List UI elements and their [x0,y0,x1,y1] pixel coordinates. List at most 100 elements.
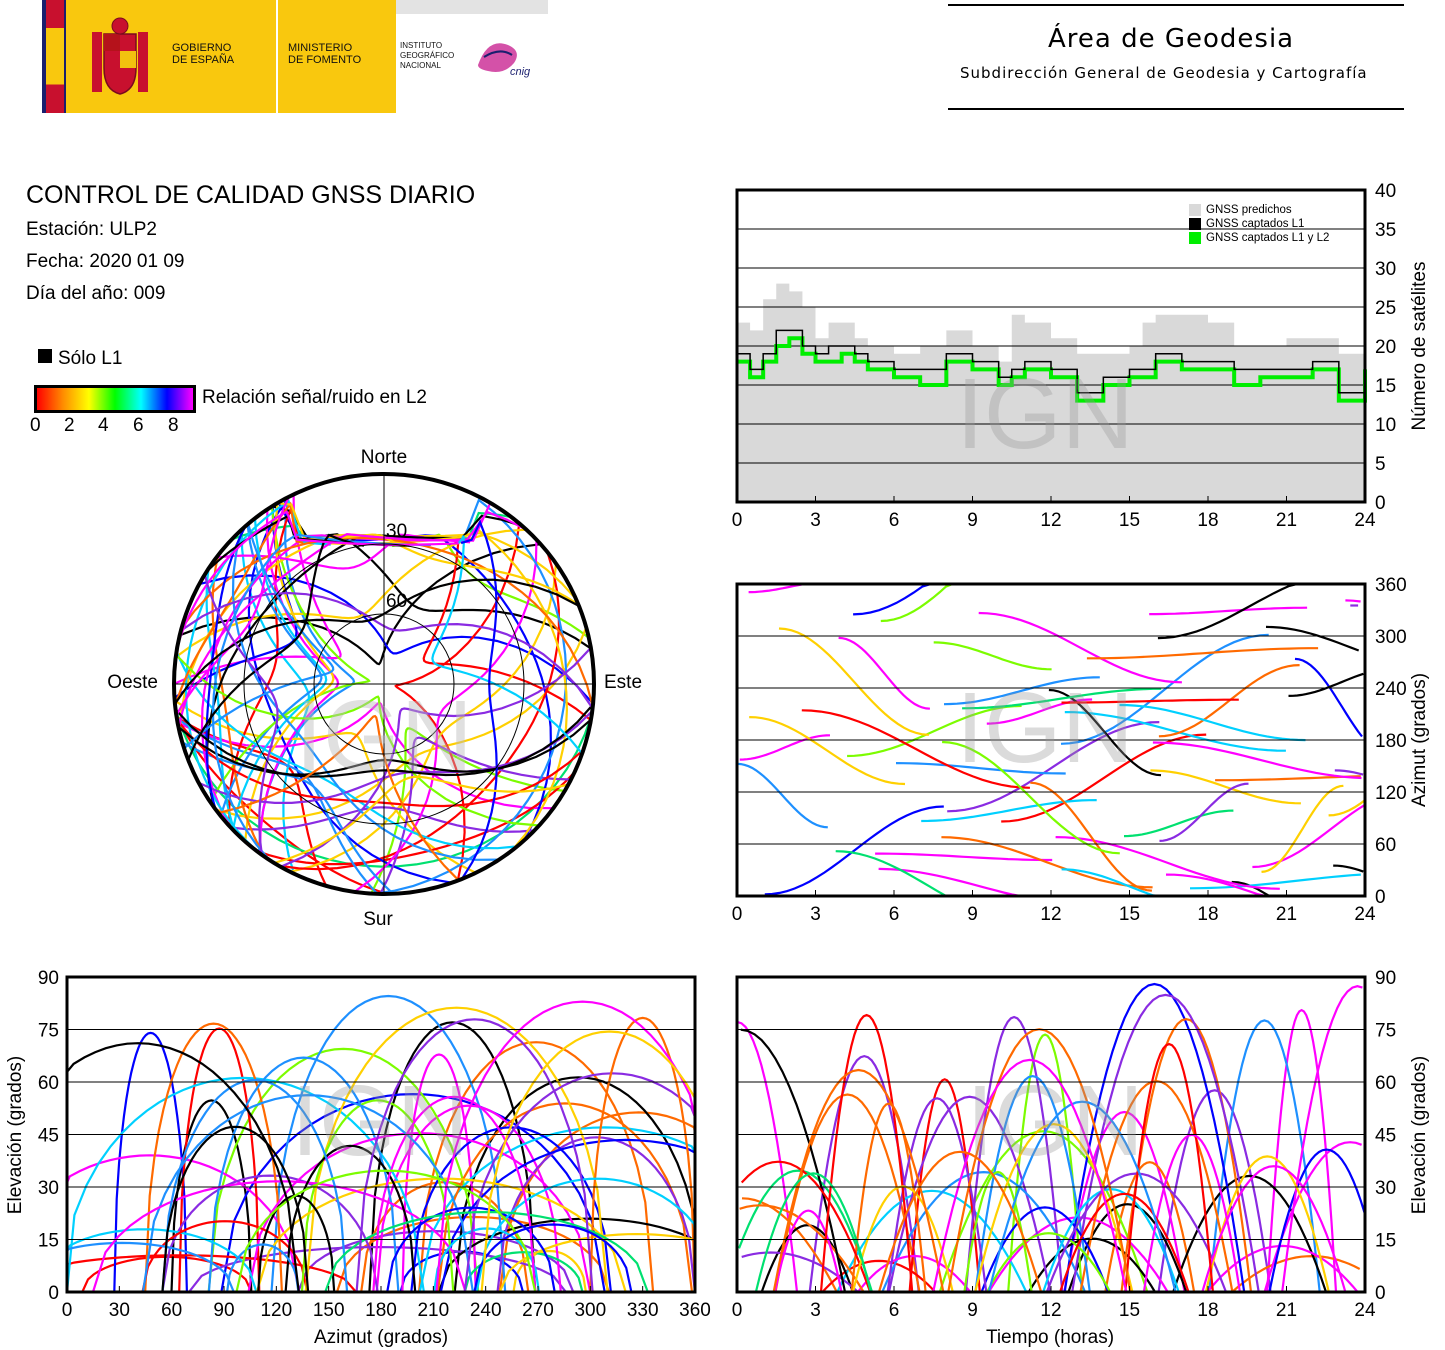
az-track [764,805,944,896]
sat-xtick: 12 [1040,510,1061,528]
elt-xtick: 15 [1119,1300,1140,1321]
elaz-track [284,1144,417,1293]
az-track [1149,606,1308,616]
skyplot-ring-label-30: 30 [386,521,407,542]
az-track [838,636,930,710]
elaz-track [304,1006,609,1293]
az-track [1030,781,1153,892]
ministerio-block: MINISTERIO DE FOMENTO [278,0,396,113]
sat-ytick: 40 [1375,181,1396,202]
station-label: Estación: ULP2 [26,219,157,240]
header-rule-top [948,4,1404,6]
skyplot-track [198,710,593,804]
elt-track [772,1068,945,1293]
elaz-ytick: 15 [38,1231,59,1252]
elt-ylabel: Elevación (grados) [1409,1056,1430,1214]
elaz-track [475,1177,697,1293]
cnig-logo-icon: cnig [478,43,531,78]
skyplot-track [374,498,568,895]
sat-ytick: 5 [1375,454,1386,475]
elaz-ylabel: Elevación (grados) [5,1056,26,1214]
skyplot-chart: IGN 30 60 Norte Sur Oeste Este [107,447,642,930]
skyplot-track [431,535,583,755]
skyplot-track [230,806,535,833]
elt-xtick: 21 [1276,1300,1297,1321]
az-track [801,709,1030,789]
skyplot-track [177,502,492,729]
sat-legend-swatch-l1l2 [1189,232,1201,244]
skyplot-track [273,775,569,865]
sat-xtick: 0 [732,510,743,528]
skyplot-track [183,523,335,750]
skyplot-track [211,554,266,858]
elt-track [974,1122,1134,1293]
elaz-tracks [65,994,697,1293]
az-track [878,867,1079,898]
gobierno-text: GOBIERNO DE ESPAÑA [172,42,235,66]
elt-track [1079,1079,1234,1293]
elt-track [881,1170,1087,1293]
elaz-watermark: IGN [291,1065,469,1177]
skyplot-track [203,574,279,856]
elaz-ytick: 0 [48,1283,59,1304]
elaz-xtick: 210 [417,1300,449,1321]
az-track [941,836,1153,889]
elaz-track [372,1095,537,1293]
elaz-frame [65,975,697,1294]
az-track [942,740,1120,855]
elt-ytick: 90 [1375,968,1396,989]
elaz-xtick: 330 [627,1300,659,1321]
az-track [1150,769,1301,805]
az-xtick: 12 [1040,904,1061,922]
flag-red [46,0,64,113]
elaz-xtick: 240 [470,1300,502,1321]
az-track [962,687,1162,710]
elt-track [986,1232,1112,1293]
elaz-track [375,1104,562,1293]
elt-track [987,1100,1177,1293]
elt-xtick: 12 [1040,1300,1061,1321]
sat-xtick: 15 [1119,510,1140,528]
elaz-xtick: 90 [213,1300,234,1321]
az-track [1119,703,1306,742]
az-ytick: 0 [1375,887,1386,908]
elaz-track [65,1076,425,1293]
elt-track [1263,1141,1362,1293]
satellites-chart: 0 5 10 15 20 25 30 35 40 0 3 6 9 12 15 18 21 24 IGN GNSS … [732,181,1430,528]
sat-xtick: 9 [967,510,978,528]
az-track [1345,599,1361,603]
az-track [978,611,1182,684]
elaz-track [496,1136,697,1293]
az-track [947,721,1160,813]
az-track [749,716,906,786]
elt-track [740,1160,872,1293]
elaz-track [161,1174,379,1293]
elt-track [974,1074,1091,1293]
elt-xtick: 9 [967,1300,978,1321]
elt-track [932,1058,1128,1293]
sat-frame [735,188,1367,504]
az-xtick: 24 [1354,904,1376,922]
elt-track [1067,1203,1188,1293]
elt-track [1208,1019,1321,1293]
elt-track [1063,982,1246,1293]
az-track [847,704,1022,758]
az-track [1333,864,1364,873]
az-ytick: 180 [1375,731,1407,752]
az-ytick: 300 [1375,627,1407,648]
header-rule-bottom [948,108,1404,110]
elaz-track [161,1125,310,1293]
sat-ytick: 25 [1375,298,1396,319]
sat-xtick: 18 [1197,510,1218,528]
snr-tick-0: 0 [30,415,41,436]
elaz-track [207,1047,480,1293]
elt-xlabel: Tiempo (horas) [986,1327,1114,1348]
elaz-xtick: 120 [260,1300,292,1321]
az-track [1231,880,1364,898]
sat-ytick: 10 [1375,415,1396,436]
snr-tick-2: 2 [64,415,75,436]
elaz-track [178,1027,261,1293]
az-track [1061,698,1239,704]
elaz-xlabel: Azimut (grados) [314,1327,448,1348]
az-track [880,582,1038,623]
